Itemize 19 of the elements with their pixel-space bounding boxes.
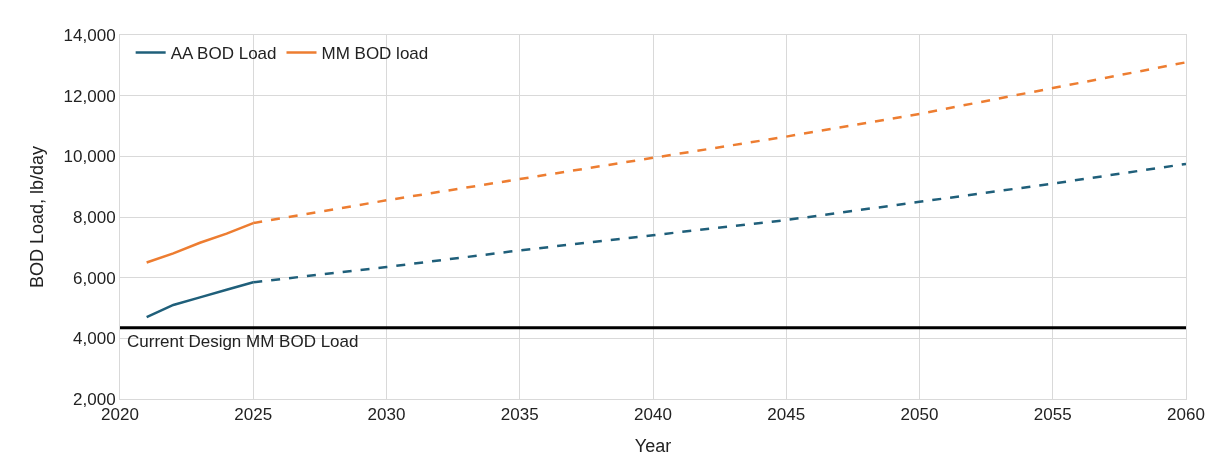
legend-label: AA BOD Load <box>170 44 277 64</box>
ref-line-label: Current Design MM BOD Load <box>127 332 359 351</box>
y-axis-title: BOD Load, lb/day <box>26 145 47 289</box>
x-tick-label: 2050 <box>900 405 939 425</box>
x-tick-label: 2030 <box>367 405 406 425</box>
x-tick-label: 2045 <box>767 405 806 425</box>
legend-label: MM BOD load <box>321 44 429 64</box>
y-tick-label: 12,000 <box>63 86 116 106</box>
x-axis-title: Year <box>634 435 672 456</box>
x-tick-label: 2035 <box>500 405 539 425</box>
x-tick-label: 2055 <box>1033 405 1072 425</box>
y-tick-label: 10,000 <box>63 147 116 167</box>
y-tick-label: 14,000 <box>63 25 116 45</box>
x-tick-label: 2060 <box>1167 405 1205 425</box>
y-tick-label: 4,000 <box>73 329 116 349</box>
y-tick-label: 6,000 <box>73 268 116 288</box>
x-tick-label: 2025 <box>234 405 273 425</box>
x-tick-label: 2040 <box>634 405 672 425</box>
y-tick-label: 8,000 <box>73 207 116 227</box>
